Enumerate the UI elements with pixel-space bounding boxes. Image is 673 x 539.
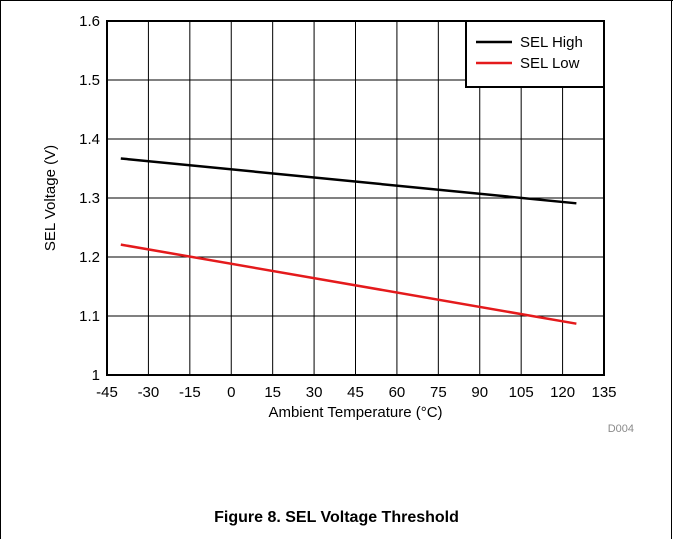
plot-area-border (106, 20, 605, 376)
x-tick-label: 105 (509, 384, 534, 401)
x-tick-label: 90 (471, 384, 488, 401)
y-axis-title: SEL Voltage (V) (42, 145, 59, 251)
x-tick-label: 30 (306, 384, 323, 401)
y-tick-label: 1.1 (79, 308, 100, 325)
x-tick-label: 15 (264, 384, 281, 401)
x-tick-label: 75 (430, 384, 447, 401)
page-frame-left (0, 0, 1, 539)
page-frame-top (0, 0, 673, 1)
y-tick-label: 1.5 (79, 72, 100, 89)
x-tick-label: 135 (591, 384, 616, 401)
y-tick-label: 1 (92, 367, 100, 384)
series-line-sel-low (120, 243, 577, 325)
x-tick-label: 60 (389, 384, 406, 401)
x-axis-title: Ambient Temperature (°C) (268, 404, 442, 421)
page-frame-right (671, 0, 672, 539)
x-tick-labels: -45 -30 -15 0 15 30 45 60 75 90 105 120 135 (96, 384, 616, 401)
series-line-sel-high (120, 157, 577, 205)
legend: SEL High SEL Low (465, 20, 605, 88)
y-tick-label: 1.2 (79, 249, 100, 266)
y-tick-label: 1.6 (79, 13, 100, 30)
series-lines (120, 157, 577, 325)
x-tick-label: 45 (347, 384, 364, 401)
x-tick-label: -15 (179, 384, 201, 401)
legend-label: SEL High (520, 34, 583, 51)
x-tick-label: -30 (138, 384, 160, 401)
sel-voltage-chart: -45 -30 -15 0 15 30 45 60 75 90 105 120 135 11.11.21… (42, 13, 634, 435)
y-tick-labels: 1 1.1 1.2 1.3 1.4 1.5 1.6 (79, 13, 100, 384)
y-tick-label: 1.3 (79, 190, 100, 207)
legend-label: SEL Low (520, 55, 580, 72)
x-tick-label: 120 (550, 384, 575, 401)
y-tick-label: 1.4 (79, 131, 100, 148)
legend-box (465, 20, 605, 88)
x-tick-label: -45 (96, 384, 118, 401)
figure-code: D004 (608, 423, 634, 435)
figure-caption: Figure 8. SEL Voltage Threshold (214, 509, 459, 526)
x-tick-label: 0 (227, 384, 235, 401)
